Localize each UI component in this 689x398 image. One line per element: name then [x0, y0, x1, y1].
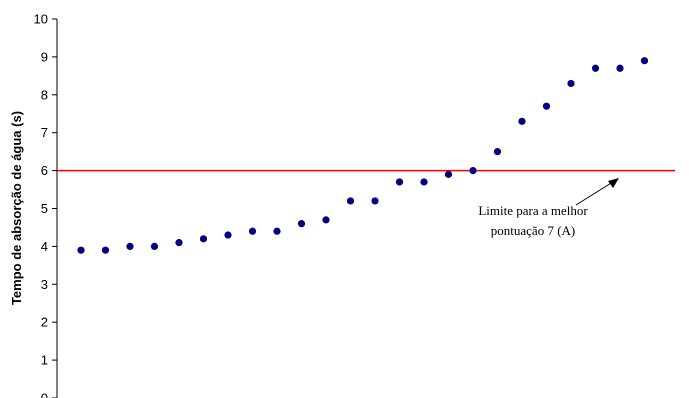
y-tick-label: 6: [41, 163, 48, 178]
data-point: [248, 227, 257, 235]
data-point: [395, 178, 404, 186]
y-axis-ticks: [52, 18, 57, 398]
data-point: [126, 242, 134, 250]
data-point: [150, 242, 159, 250]
data-point: [371, 197, 379, 205]
data-point: [175, 239, 183, 247]
data-points: [77, 57, 649, 254]
data-point: [493, 148, 502, 156]
data-point: [420, 178, 428, 186]
y-tick-label: 8: [41, 87, 48, 102]
data-point: [518, 117, 526, 125]
y-tick-label: 0: [41, 391, 48, 398]
data-point: [616, 64, 624, 72]
data-point: [273, 227, 281, 235]
y-tick-label: 2: [41, 315, 48, 330]
y-axis-title: Tempo de absorção de água (s): [9, 111, 24, 305]
data-point: [346, 197, 355, 205]
y-tick-label: 4: [41, 239, 48, 254]
data-point: [567, 79, 575, 88]
data-point: [101, 246, 110, 254]
y-tick-label: 1: [41, 353, 48, 368]
annotation: Limite para a melhor pontuação 7 (A): [478, 178, 619, 238]
annotation-line-1: Limite para a melhor: [478, 203, 588, 218]
data-point: [199, 235, 208, 243]
data-point: [444, 170, 453, 178]
data-point: [224, 231, 232, 239]
data-point: [322, 216, 330, 224]
annotation-arrowhead: [608, 178, 619, 188]
data-point: [640, 57, 649, 65]
y-tick-label: 7: [41, 125, 48, 140]
annotation-arrow-line: [575, 179, 617, 206]
y-tick-label: 3: [41, 277, 48, 292]
data-point: [77, 246, 85, 254]
y-axis-tick-labels: 0 1 2 3 4 5 6 7 8 9 10: [34, 12, 48, 398]
y-tick-label: 9: [41, 49, 48, 64]
data-point: [469, 167, 477, 175]
annotation-line-2: pontuação 7 (A): [491, 223, 575, 238]
data-point: [591, 64, 600, 72]
data-point: [542, 102, 551, 110]
y-tick-label: 5: [41, 201, 48, 216]
data-point: [297, 220, 306, 228]
y-tick-label: 10: [34, 12, 48, 27]
